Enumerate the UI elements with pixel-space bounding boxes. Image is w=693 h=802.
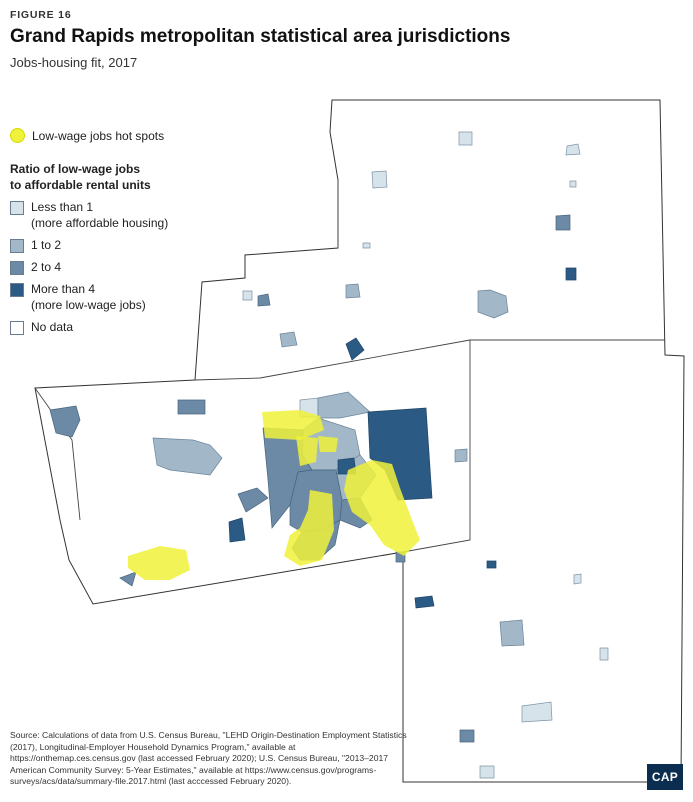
swatch-less-than-1 — [10, 201, 24, 215]
county-line-coast — [34, 387, 81, 521]
jurisdiction — [228, 517, 246, 543]
hotspot-cluster — [296, 436, 318, 466]
legend-item-label: 1 to 2 — [31, 238, 62, 252]
swatch-no-data — [10, 321, 24, 335]
jurisdiction — [257, 293, 271, 307]
jurisdiction — [345, 283, 361, 299]
hotspot-dot-icon — [10, 128, 25, 143]
legend-item-more-than-4: More than 4 (more low-wage jobs) — [10, 281, 240, 313]
legend-item-less-than-1: Less than 1 (more affordable housing) — [10, 199, 240, 231]
legend-ratio-title-line2: to affordable rental units — [10, 178, 151, 192]
hotspot-cluster — [284, 490, 334, 566]
jurisdiction — [177, 399, 206, 415]
jurisdiction — [565, 143, 581, 156]
jurisdiction — [458, 131, 473, 146]
legend-ratio-title-line1: Ratio of low-wage jobs — [10, 162, 141, 176]
hotspot-cluster — [262, 410, 324, 440]
jurisdiction — [573, 573, 582, 585]
jurisdiction — [49, 405, 81, 438]
legend-item-sublabel: (more low-wage jobs) — [31, 298, 146, 312]
jurisdiction — [414, 595, 435, 609]
jurisdiction — [555, 214, 571, 231]
legend-item-text: More than 4 (more low-wage jobs) — [31, 281, 146, 313]
swatch-more-than-4 — [10, 283, 24, 297]
source-note: Source: Calculations of data from U.S. C… — [10, 730, 407, 787]
legend-item-sublabel: (more affordable housing) — [31, 216, 169, 230]
jurisdictions-less-than-1 — [242, 131, 609, 779]
county-line-east — [402, 340, 471, 553]
jurisdiction — [486, 560, 497, 569]
legend-item-1-to-2: 1 to 2 — [10, 237, 240, 253]
jurisdiction — [477, 289, 509, 319]
hotspots — [128, 410, 420, 580]
hotspot-cluster — [128, 546, 190, 580]
legend-item-no-data: No data — [10, 319, 240, 335]
jurisdiction — [242, 290, 253, 301]
jurisdiction — [521, 701, 553, 723]
swatch-1-to-2 — [10, 239, 24, 253]
figure-label: FIGURE 16 — [10, 9, 72, 21]
jurisdiction — [565, 267, 577, 281]
map-subtitle: Jobs-housing fit, 2017 — [10, 55, 138, 70]
jurisdiction — [237, 487, 269, 513]
county-line-north — [194, 339, 665, 381]
hotspot-cluster — [318, 436, 338, 452]
hotspot-cluster — [344, 460, 420, 556]
jurisdiction — [362, 242, 371, 249]
jurisdiction — [119, 571, 137, 587]
legend-item-2-to-4: 2 to 4 — [10, 259, 240, 275]
jurisdiction — [279, 331, 298, 348]
jurisdiction — [454, 448, 468, 463]
map-title: Grand Rapids metropolitan statistical ar… — [10, 26, 511, 47]
jurisdiction — [317, 391, 371, 419]
jurisdiction — [371, 170, 388, 189]
jurisdiction — [152, 437, 223, 476]
swatch-2-to-4 — [10, 261, 24, 275]
legend-item-label: Less than 1 — [31, 200, 94, 214]
msa-boundary — [34, 99, 685, 783]
jurisdiction — [479, 765, 495, 779]
cap-logo: CAP — [647, 764, 683, 790]
jurisdiction — [345, 337, 365, 361]
legend-hotspots: Low-wage jobs hot spots — [10, 128, 240, 143]
legend-ratio-title: Ratio of low-wage jobs to affordable ren… — [10, 161, 240, 193]
map-legend: Low-wage jobs hot spots Ratio of low-wag… — [10, 128, 240, 341]
legend-item-text: Less than 1 (more affordable housing) — [31, 199, 168, 231]
jurisdiction — [569, 180, 577, 188]
legend-hotspots-label: Low-wage jobs hot spots — [32, 128, 165, 143]
jurisdiction — [499, 619, 525, 647]
jurisdiction — [459, 729, 475, 743]
legend-item-label: No data — [31, 320, 74, 334]
legend-item-label: 2 to 4 — [31, 260, 62, 274]
legend-item-label: More than 4 — [31, 282, 96, 296]
jurisdiction — [599, 647, 609, 661]
county-lines — [34, 180, 665, 553]
